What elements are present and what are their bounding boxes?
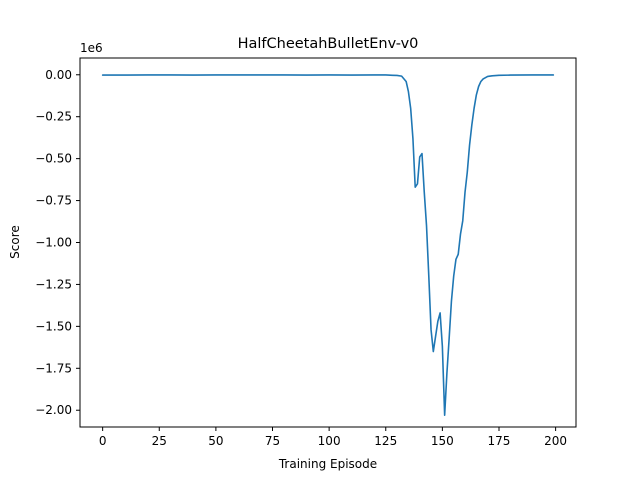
x-tick-label: 175 [488, 434, 511, 448]
y-tick-label: −0.50 [35, 152, 72, 166]
score-line [101, 74, 555, 417]
x-tick-label: 50 [208, 434, 223, 448]
x-tick-label: 0 [99, 434, 107, 448]
plot-frame [79, 57, 577, 428]
y-axis-ticks: 0.00 −0.25 −0.50 −0.75 −1.00 −1.25 −1.50 −1.75 −… [35, 68, 80, 417]
y-tick-label: −0.75 [35, 194, 72, 208]
x-tick-label: 25 [152, 434, 167, 448]
x-axis-label: Training Episode [278, 457, 377, 471]
x-axis-ticks: 0 25 50 75 100 125 150 175 200 [99, 427, 567, 448]
y-tick-label: 0.00 [45, 68, 72, 82]
y-scale-label: 1e6 [80, 41, 103, 55]
y-tick-label: −1.25 [35, 277, 72, 291]
x-tick-label: 200 [544, 434, 567, 448]
x-tick-label: 125 [374, 434, 397, 448]
y-axis-label: Score [8, 225, 22, 259]
chart-title: HalfCheetahBulletEnv-v0 [238, 36, 419, 52]
y-tick-label: −1.00 [35, 236, 72, 250]
x-tick-label: 150 [431, 434, 454, 448]
x-tick-label: 75 [265, 434, 280, 448]
y-tick-label: −2.00 [35, 403, 72, 417]
y-tick-label: −1.75 [35, 361, 72, 375]
y-tick-label: −1.50 [35, 319, 72, 333]
x-tick-label: 100 [318, 434, 341, 448]
y-tick-label: −0.25 [35, 110, 72, 124]
